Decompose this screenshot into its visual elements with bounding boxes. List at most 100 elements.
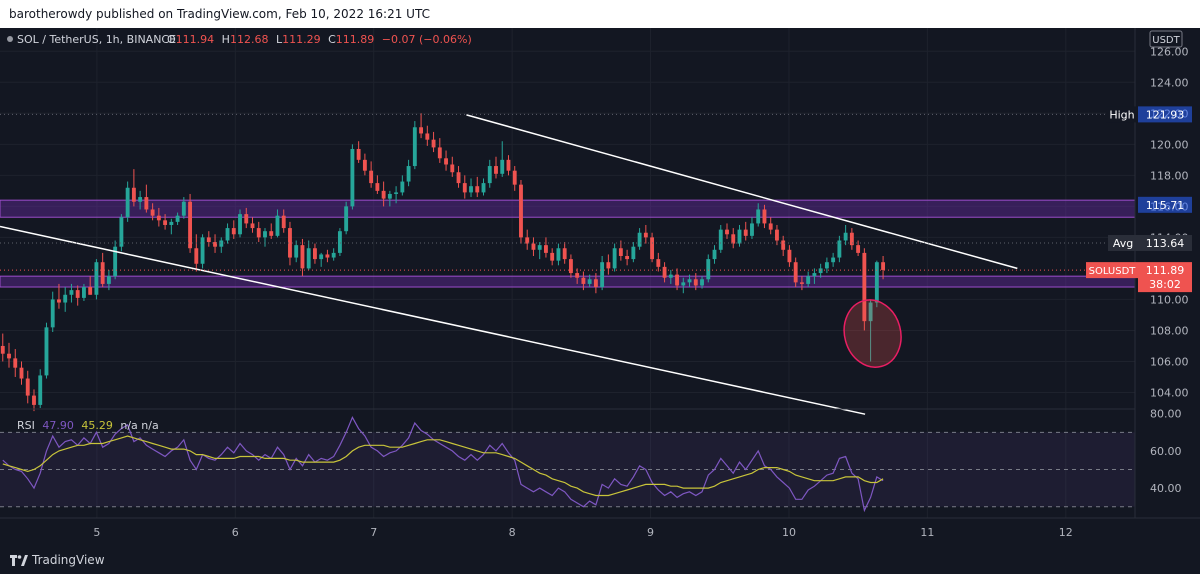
- candle: [512, 166, 517, 191]
- candle-body: [787, 249, 792, 263]
- candle-body: [812, 273, 817, 277]
- candle: [562, 242, 567, 264]
- svg-text:38:02: 38:02: [1149, 278, 1181, 291]
- candle-body: [200, 237, 205, 264]
- svg-text:SOLUSDT: SOLUSDT: [1089, 266, 1137, 277]
- candle-body: [244, 214, 249, 224]
- candle: [556, 243, 561, 266]
- candle: [325, 249, 330, 263]
- candle: [313, 243, 317, 264]
- candle-body: [181, 201, 186, 216]
- candle: [787, 245, 792, 267]
- candle: [13, 349, 18, 377]
- candle-body: [693, 279, 698, 286]
- footer-brand[interactable]: TradingView: [32, 553, 105, 567]
- candle-body: [862, 252, 867, 322]
- candle: [131, 169, 136, 207]
- candle-body: [606, 262, 611, 269]
- candle-body: [13, 358, 18, 368]
- candle: [125, 181, 130, 222]
- candle: [643, 224, 648, 244]
- candle: [718, 224, 723, 253]
- candle: [138, 190, 143, 210]
- price-chart[interactable]: 126.00124.00122.00120.00118.00116.00114.…: [0, 28, 1200, 546]
- candle: [537, 242, 542, 260]
- candle: [281, 209, 286, 233]
- candle-body: [656, 259, 661, 267]
- candle-body: [350, 148, 355, 207]
- legend-symbol: SOL / TetherUS, 1h, BINANCE: [17, 33, 176, 46]
- candle-body: [319, 254, 324, 260]
- candle-body: [843, 232, 848, 241]
- candle-body: [731, 234, 736, 244]
- candles: [0, 113, 886, 412]
- candle: [575, 268, 580, 284]
- candle-body: [593, 279, 598, 288]
- candle-body: [849, 232, 854, 246]
- candle-body: [344, 206, 349, 232]
- candle: [431, 131, 436, 153]
- candle: [200, 234, 205, 269]
- candle-body: [743, 229, 748, 236]
- price-tick-label: 106.00: [1150, 355, 1189, 368]
- candle-body: [387, 193, 392, 199]
- candle-body: [581, 277, 586, 284]
- candle: [381, 181, 386, 207]
- candle-body: [531, 243, 536, 250]
- candle: [319, 252, 324, 267]
- candle: [862, 248, 867, 331]
- candle-body: [163, 220, 168, 225]
- rsi-legend: RSI 47.90 45.29 n/a n/a: [17, 419, 159, 432]
- candle: [263, 228, 267, 247]
- candle-body: [19, 367, 24, 379]
- candle: [181, 197, 186, 219]
- trendline: [466, 114, 1018, 270]
- candle: [618, 240, 623, 261]
- candle: [356, 141, 361, 163]
- candle: [294, 240, 299, 263]
- candle: [768, 217, 773, 235]
- candle-body: [313, 248, 317, 260]
- candle: [444, 150, 448, 171]
- candle: [387, 190, 392, 207]
- avg-marker: Avg 113.64: [1108, 234, 1192, 251]
- trendline: [0, 225, 866, 415]
- candle-body: [450, 164, 455, 173]
- candle-body: [706, 259, 711, 280]
- candle: [19, 361, 24, 385]
- time-axis[interactable]: 5 6 7 8 9 10 11 12: [93, 526, 1072, 539]
- publish-header: barotherowdy published on TradingView.co…: [0, 0, 1200, 28]
- candle: [375, 175, 380, 194]
- candle-body: [818, 268, 823, 274]
- candle: [106, 269, 111, 291]
- candle: [425, 125, 430, 146]
- candle-body: [681, 282, 686, 286]
- currency-badge[interactable]: USDT: [1149, 30, 1183, 48]
- candle-body: [881, 262, 886, 270]
- candle: [506, 155, 511, 176]
- ohlc-legend: SOL / TetherUS, 1h, BINANCE O111.94 H112…: [7, 33, 472, 46]
- candle-body: [868, 302, 873, 322]
- candle-body: [281, 215, 286, 229]
- candle-body: [194, 248, 199, 264]
- candle: [406, 159, 411, 187]
- support-zone: [0, 275, 1136, 288]
- candle: [481, 178, 486, 196]
- candle: [625, 249, 630, 266]
- candle: [687, 274, 692, 288]
- candle: [750, 217, 754, 239]
- price-tick-label: 110.00: [1150, 293, 1189, 306]
- candle-body: [38, 375, 43, 405]
- candle-body: [69, 290, 74, 295]
- rsi-axis: 80.00 60.00 40.00: [1150, 408, 1182, 495]
- candle: [831, 252, 836, 267]
- candle: [437, 138, 442, 163]
- candle: [7, 342, 11, 368]
- candle-body: [793, 262, 798, 283]
- trendlines: [0, 114, 1018, 415]
- candle-body: [799, 282, 804, 284]
- price-tick-label: 108.00: [1150, 324, 1189, 337]
- price-tick-label: 124.00: [1150, 76, 1189, 89]
- candle: [188, 193, 193, 253]
- candle: [100, 252, 105, 288]
